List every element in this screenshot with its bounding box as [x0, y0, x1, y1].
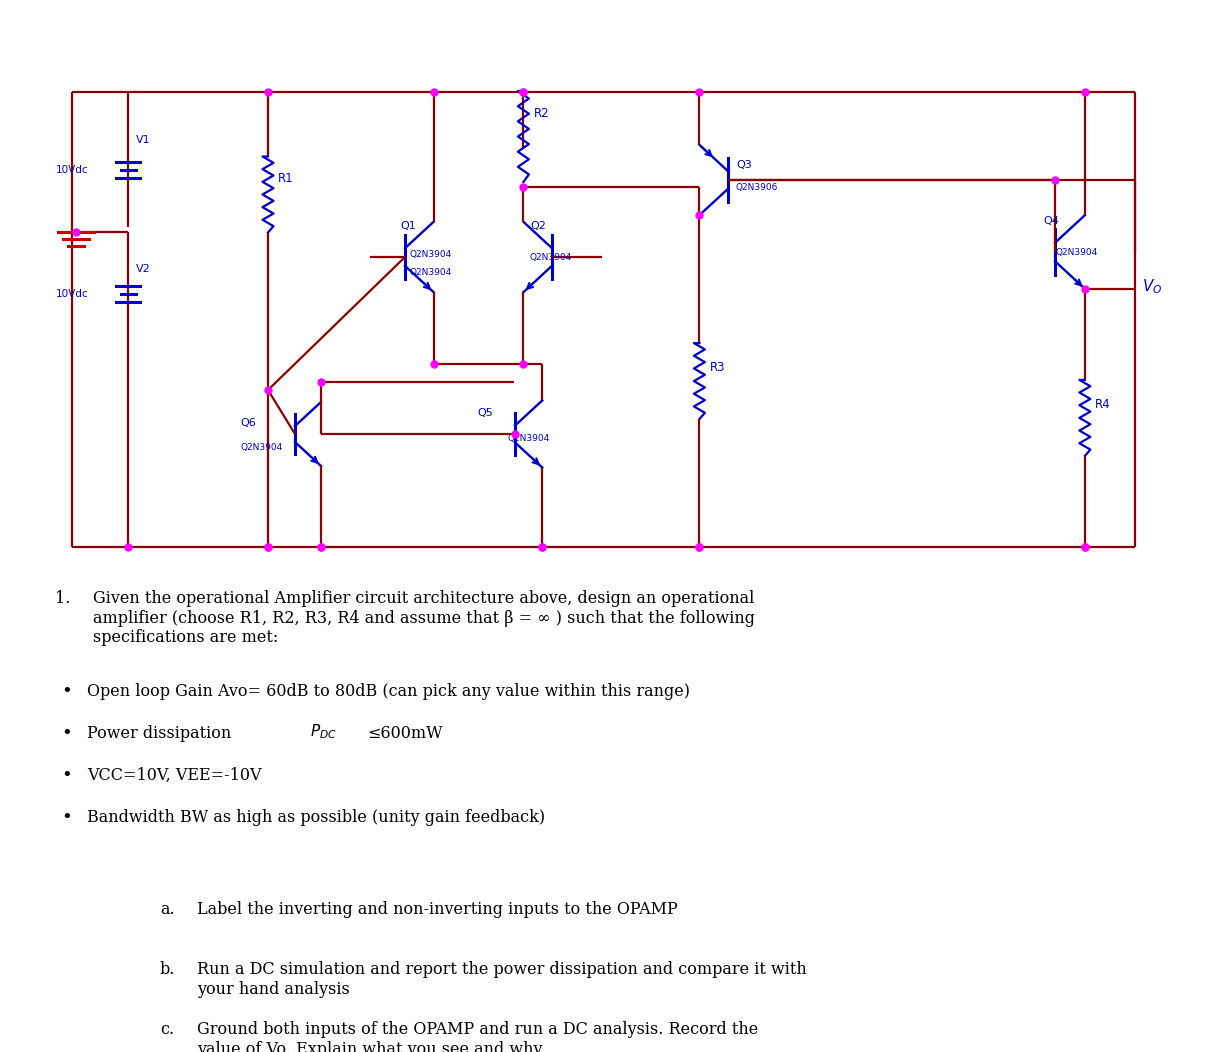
Text: Q2N3904: Q2N3904	[410, 268, 452, 277]
Text: R4: R4	[1095, 398, 1111, 411]
Text: •: •	[62, 725, 72, 743]
Text: ≤600mW: ≤600mW	[367, 725, 443, 742]
Text: $V_O$: $V_O$	[1142, 278, 1163, 297]
Text: Q2N3904: Q2N3904	[529, 252, 573, 262]
Text: Open loop Gain Avo= 60dB to 80dB (can pick any value within this range): Open loop Gain Avo= 60dB to 80dB (can pi…	[87, 683, 690, 700]
Text: Label the inverting and non-inverting inputs to the OPAMP: Label the inverting and non-inverting in…	[197, 901, 678, 918]
Text: Q1: Q1	[400, 221, 416, 231]
Text: R2: R2	[533, 107, 549, 120]
Text: a.: a.	[160, 901, 175, 918]
Text: V1: V1	[136, 135, 151, 145]
Text: Q6: Q6	[240, 418, 256, 428]
Text: 10Vdc: 10Vdc	[55, 289, 88, 299]
Text: VCC=10V, VEE=-10V: VCC=10V, VEE=-10V	[87, 767, 262, 784]
Text: b.: b.	[160, 960, 175, 978]
Text: c.: c.	[160, 1021, 174, 1038]
Text: Given the operational Amplifier circuit architecture above, design an operationa: Given the operational Amplifier circuit …	[93, 590, 755, 646]
Text: Q2N3904: Q2N3904	[240, 443, 282, 452]
Text: R1: R1	[279, 171, 293, 184]
Text: Bandwidth BW as high as possible (unity gain feedback): Bandwidth BW as high as possible (unity …	[87, 809, 545, 826]
Text: Q4: Q4	[1043, 216, 1059, 226]
Text: •: •	[62, 809, 72, 827]
Text: V2: V2	[136, 264, 151, 274]
Text: Q2N3904: Q2N3904	[410, 250, 452, 259]
Text: Q2N3906: Q2N3906	[736, 183, 778, 193]
Text: 10Vdc: 10Vdc	[55, 165, 88, 175]
Text: •: •	[62, 683, 72, 701]
Text: 1.: 1.	[55, 590, 70, 607]
Text: Q3: Q3	[736, 160, 751, 170]
Text: R3: R3	[709, 361, 725, 375]
Text: $P_{DC}$: $P_{DC}$	[310, 722, 336, 741]
Text: Ground both inputs of the OPAMP and run a DC analysis. Record the
value of Vo. E: Ground both inputs of the OPAMP and run …	[197, 1021, 759, 1052]
Text: Q5: Q5	[478, 408, 493, 418]
Text: Run a DC simulation and report the power dissipation and compare it with
your ha: Run a DC simulation and report the power…	[197, 960, 807, 997]
Text: Q2: Q2	[529, 221, 546, 231]
Text: Q2N3904: Q2N3904	[507, 434, 549, 443]
Text: •: •	[62, 767, 72, 785]
Text: Q2N3904: Q2N3904	[1055, 248, 1097, 257]
Text: Power dissipation: Power dissipation	[87, 725, 241, 742]
